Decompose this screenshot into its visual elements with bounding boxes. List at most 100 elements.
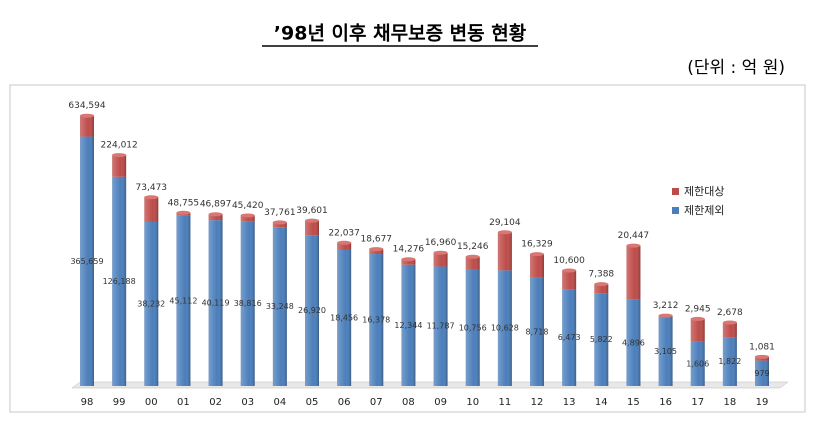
bar-shade	[144, 197, 159, 222]
segment-label: 8,718	[526, 327, 549, 336]
bar-top	[594, 282, 609, 287]
segment-label: 33,248	[266, 302, 294, 311]
x-tick-label: 06	[338, 397, 351, 408]
bar-shade	[626, 245, 641, 300]
x-tick-label: 03	[241, 397, 254, 408]
segment-label: 45,112	[169, 296, 197, 305]
x-tick-label: 09	[434, 397, 447, 408]
segment-label: 38,232	[137, 299, 165, 308]
bar-shade	[401, 259, 416, 265]
x-tick-label: 10	[466, 397, 479, 408]
bar-shade	[465, 256, 480, 270]
x-tick-label: 12	[531, 397, 544, 408]
bar-shade	[465, 269, 480, 386]
segment-label: 40,119	[202, 299, 230, 308]
total-label: 2,945	[685, 304, 711, 314]
total-label: 22,037	[328, 228, 360, 238]
bar-shade	[80, 115, 94, 137]
x-tick-label: 17	[691, 397, 704, 408]
bar-shade	[240, 215, 255, 222]
bar-top	[337, 240, 352, 245]
bar-shade	[369, 249, 384, 255]
bar-shade	[208, 220, 223, 386]
x-tick-label: 04	[273, 397, 286, 408]
segment-label: 365,659	[70, 257, 103, 266]
bar-top	[465, 254, 480, 259]
bar-shade	[272, 227, 287, 386]
bar-shade	[112, 176, 127, 386]
total-label: 14,276	[393, 245, 425, 255]
total-label: 73,473	[136, 183, 168, 193]
x-tick-label: 08	[402, 397, 415, 408]
bar-shade	[497, 232, 512, 271]
bar-shade	[272, 222, 287, 228]
bar-shade	[337, 242, 352, 250]
x-tick-label: 15	[627, 397, 640, 408]
bar-shade	[530, 254, 544, 278]
chart-title: ’98년 이후 채무보증 변동 현황	[274, 22, 527, 45]
bar-top	[80, 113, 94, 118]
bar-shade	[240, 221, 255, 386]
total-label: 16,960	[425, 238, 457, 248]
bar-shade	[208, 214, 223, 221]
x-tick-label: 07	[370, 397, 383, 408]
bar-shade	[401, 264, 416, 386]
bar-shade	[690, 318, 705, 342]
bar-shade	[305, 220, 319, 236]
segment-label: 10,628	[491, 324, 519, 333]
segment-label: 18,456	[330, 313, 358, 322]
legend-swatch	[672, 207, 679, 214]
x-tick-label: 05	[306, 397, 319, 408]
x-tick-label: 98	[81, 397, 94, 408]
bar-top	[305, 218, 319, 223]
total-label: 48,755	[168, 198, 200, 208]
total-label: 29,104	[489, 218, 521, 228]
bar-shade	[626, 299, 641, 386]
bar-shade	[497, 270, 512, 386]
total-label: 1,081	[749, 342, 775, 352]
total-label: 37,761	[264, 208, 296, 218]
total-label: 15,246	[457, 242, 489, 252]
bar-top	[626, 243, 641, 248]
legend-swatch	[672, 188, 679, 195]
total-label: 20,447	[618, 231, 650, 241]
segment-label: 1,822	[718, 357, 741, 366]
bar-shade	[594, 284, 609, 294]
bar-top	[530, 252, 544, 257]
segment-label: 3,105	[654, 347, 677, 356]
bar-top	[562, 268, 577, 273]
bar-shade	[658, 316, 673, 386]
bar-top	[112, 153, 127, 158]
x-tick-label: 99	[113, 397, 126, 408]
bar-top	[369, 247, 384, 252]
bar-shade	[594, 293, 609, 386]
bar-shade	[176, 215, 191, 386]
segment-label: 126,188	[103, 277, 136, 286]
bar-shade	[144, 221, 159, 386]
total-label: 45,420	[232, 201, 264, 211]
total-label: 3,212	[653, 301, 679, 311]
x-tick-label: 18	[723, 397, 736, 408]
bar-shade	[337, 249, 352, 386]
bar-shade	[369, 254, 384, 386]
bar-shade	[690, 341, 705, 386]
x-tick-label: 02	[209, 397, 222, 408]
bar-top	[497, 230, 512, 235]
bar-top	[658, 313, 673, 318]
x-tick-label: 01	[177, 397, 190, 408]
bar-shade	[80, 136, 94, 386]
segment-label: 5,822	[590, 335, 613, 344]
bar-top	[208, 212, 223, 217]
total-label: 10,600	[553, 256, 585, 266]
bar-top	[755, 354, 769, 359]
bar-top	[401, 257, 416, 262]
bar-top	[176, 210, 191, 215]
bar-top	[722, 320, 737, 325]
x-tick-label: 14	[595, 397, 608, 408]
segment-label: 12,344	[394, 321, 422, 330]
bar-top	[272, 220, 287, 225]
bar-top	[433, 250, 448, 255]
x-tick-label: 16	[659, 397, 672, 408]
total-label: 7,388	[588, 270, 614, 280]
total-label: 18,677	[361, 235, 393, 245]
